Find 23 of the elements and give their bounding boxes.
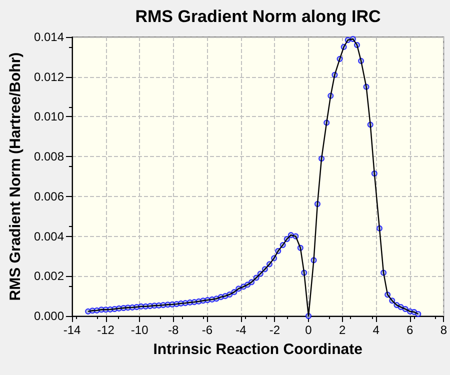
y-tick-label: 0.012 bbox=[34, 70, 64, 84]
x-tick-label: -14 bbox=[63, 323, 81, 337]
x-tick-label: -10 bbox=[130, 323, 149, 337]
x-tick-label: 2 bbox=[338, 323, 346, 337]
y-tick-label: 0.010 bbox=[34, 110, 64, 124]
x-tick-label: -4 bbox=[236, 323, 247, 337]
y-tick-label: 0.014 bbox=[34, 30, 64, 44]
x-tick-label: 6 bbox=[406, 323, 414, 337]
y-axis-title: RMS Gradient Norm (Hartree/Bohr) bbox=[7, 52, 24, 301]
x-tick-label: -8 bbox=[168, 323, 180, 337]
x-tick-label: 4 bbox=[372, 323, 380, 337]
y-tick-label: 0.004 bbox=[34, 229, 64, 244]
x-axis-title: Intrinsic Reaction Coordinate bbox=[153, 341, 362, 358]
y-tick-label: 0.002 bbox=[34, 269, 64, 284]
y-tick-label: 0.000 bbox=[34, 309, 64, 323]
x-tick-label: -2 bbox=[269, 323, 280, 337]
x-tick-label: 8 bbox=[440, 323, 448, 337]
chart-title: RMS Gradient Norm along IRC bbox=[135, 7, 381, 26]
x-tick-label: 0 bbox=[305, 323, 312, 337]
y-tick-label: 0.006 bbox=[34, 189, 64, 204]
x-tick-label: -6 bbox=[202, 323, 213, 337]
y-tick-label: 0.008 bbox=[34, 150, 64, 164]
x-tick-label: -12 bbox=[97, 323, 115, 337]
